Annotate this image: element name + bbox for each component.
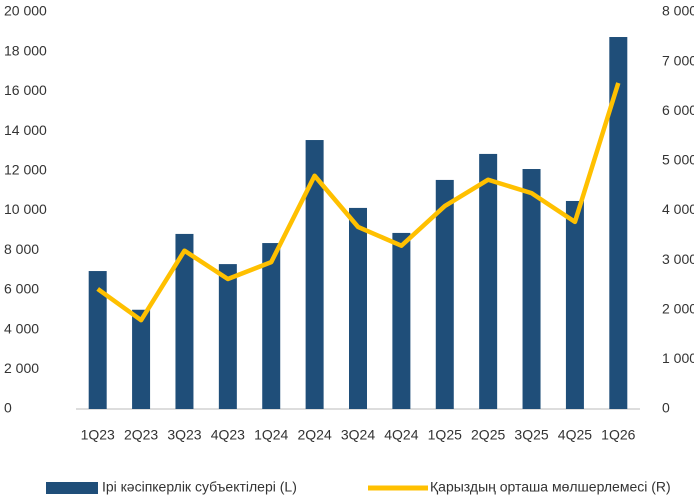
bar	[132, 309, 151, 409]
legend-label: Ірі кәсіпкерлік субъектілері (L)	[102, 479, 297, 495]
y2-tick-label: 2 000	[662, 300, 694, 316]
y-tick-label: 18 000	[4, 42, 47, 58]
legend-label: Қарыздың орташа мөлшерлемесі (R)	[430, 479, 671, 495]
y2-tick-label: 0	[662, 400, 670, 416]
y2-tick-label: 5 000	[662, 152, 694, 168]
y-tick-label: 12 000	[4, 162, 47, 178]
bar	[565, 200, 584, 409]
line	[96, 82, 621, 323]
bar	[218, 264, 237, 409]
bar	[435, 179, 454, 409]
x-tick-label: 3Q24	[341, 427, 375, 443]
y2-tick-label: 8 000	[662, 3, 694, 19]
y-tick-label: 0	[4, 400, 12, 416]
y-tick-label: 10 000	[4, 201, 47, 217]
x-tick-label: 3Q23	[167, 427, 201, 443]
y2-tick-label: 7 000	[662, 52, 694, 68]
y-tick-label: 14 000	[4, 122, 47, 138]
x-tick-label: 2Q24	[297, 427, 331, 443]
y2-tick-label: 3 000	[662, 251, 694, 267]
legend-swatch	[46, 482, 98, 494]
bar	[479, 153, 498, 409]
x-tick-label: 4Q24	[384, 427, 418, 443]
y-tick-label: 20 000	[4, 3, 47, 19]
bar	[522, 169, 541, 409]
y-tick-label: 8 000	[4, 241, 39, 257]
x-tick-label: 1Q26	[601, 427, 635, 443]
bar	[88, 271, 107, 409]
y2-tick-label: 6 000	[662, 102, 694, 118]
bar	[392, 232, 411, 409]
bar	[349, 207, 367, 409]
y2-tick-label: 1 000	[662, 350, 694, 366]
y-tick-label: 2 000	[4, 360, 39, 376]
x-tick-label: 3Q25	[514, 427, 548, 443]
y2-tick-label: 4 000	[662, 201, 694, 217]
y-tick-label: 4 000	[4, 320, 39, 336]
y-tick-label: 6 000	[4, 281, 39, 297]
x-tick-label: 2Q25	[471, 427, 505, 443]
bar	[175, 233, 194, 409]
x-tick-label: 1Q23	[81, 427, 115, 443]
bar	[262, 243, 281, 409]
bar	[305, 140, 324, 409]
x-tick-label: 4Q23	[211, 427, 245, 443]
x-tick-label: 1Q25	[428, 427, 462, 443]
x-tick-label: 4Q25	[558, 427, 592, 443]
x-tick-label: 2Q23	[124, 427, 158, 443]
x-tick-label: 1Q24	[254, 427, 288, 443]
bar	[609, 37, 628, 410]
y-tick-label: 16 000	[4, 82, 47, 98]
